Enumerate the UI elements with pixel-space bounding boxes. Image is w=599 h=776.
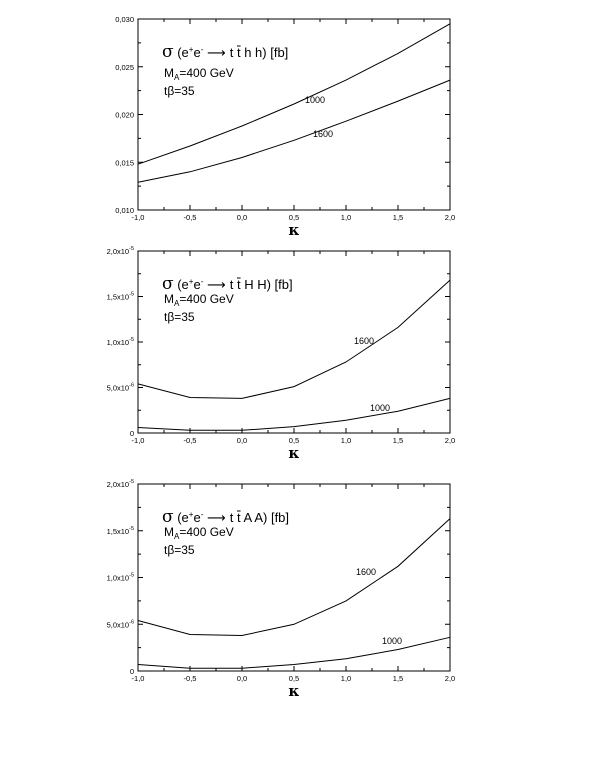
y-tick-label: 0: [130, 429, 134, 438]
x-tick-label: -0,5: [184, 674, 197, 683]
series-line-1000: [137, 636, 451, 669]
y-tick-label: 0,030: [115, 15, 134, 24]
chart-title: σ (e+e- ⟶ t t H H) [fb]: [162, 274, 293, 294]
chart-title: σ (e+e- ⟶ t t h h) [fb]: [162, 42, 288, 62]
y-tick-label: 0,015: [115, 158, 134, 167]
x-tick-label: 1,5: [393, 436, 403, 445]
tan-beta-label: tβ=35: [164, 543, 195, 557]
series-label-1000: 1000: [305, 95, 325, 105]
y-tick-label: 0: [130, 667, 134, 676]
series-label-1600: 1600: [356, 567, 376, 577]
x-tick-label: 0,5: [289, 213, 299, 222]
x-tick-label: 0,5: [289, 436, 299, 445]
mass-label: MA=400 GeV: [164, 525, 234, 541]
chart-panel-3: -1,0 -0,5 0,0 0,5 1,0 1,5 2,0 0 5,0x10-6 1,0x10-5…: [107, 479, 456, 700]
y-tick-label: 0,010: [115, 206, 134, 215]
y-tick-label: 2,0x10-5: [107, 479, 134, 489]
y-tick-label: 1,0x10-5: [107, 573, 134, 583]
series-label-1000: 1000: [370, 403, 390, 413]
mass-label: MA=400 GeV: [164, 292, 234, 308]
x-tick-label: -1,0: [132, 674, 145, 683]
x-tick-label: 1,5: [393, 674, 403, 683]
x-tick-label: -1,0: [132, 436, 145, 445]
mass-label: MA=400 GeV: [164, 66, 234, 82]
series-label-1600: 1600: [313, 129, 333, 139]
x-tick-label: 0,0: [237, 436, 247, 445]
y-tick-label: 1,5x10-5: [107, 292, 134, 302]
chart-panel-1: -1,0 -0,5 0,0 0,5 1,0 1,5 2,0 0,010 0,015 0,020 0,…: [115, 15, 455, 239]
x-tick-label: 2,0: [445, 213, 455, 222]
chart-title: σ (e+e- ⟶ t t A A) [fb]: [162, 507, 289, 527]
x-axis-label: κ: [288, 682, 299, 700]
chart-panel-2: -1,0 -0,5 0,0 0,5 1,0 1,5 2,0 0 5,0x10-6 1,0x10-5…: [107, 246, 456, 462]
series-label-1000: 1000: [382, 636, 402, 646]
x-tick-label: 1,5: [393, 213, 403, 222]
series-line-1600: [137, 518, 451, 637]
x-tick-label: 0,0: [237, 213, 247, 222]
y-tick-label: 5,0x10-6: [107, 383, 134, 393]
x-tick-label: -0,5: [184, 213, 197, 222]
y-tick-label: 5,0x10-6: [107, 619, 134, 629]
series-label-1600: 1600: [354, 336, 374, 346]
x-tick-label: 1,0: [341, 213, 351, 222]
x-tick-label: 1,0: [341, 436, 351, 445]
x-axis-label: κ: [288, 221, 299, 239]
x-tick-label: 0,0: [237, 674, 247, 683]
x-tick-label: -0,5: [184, 436, 197, 445]
x-tick-label: 2,0: [445, 436, 455, 445]
y-tick-label: 0,020: [115, 111, 134, 120]
x-tick-label: -1,0: [132, 213, 145, 222]
series-line-1000: [137, 397, 451, 431]
x-tick-label: 0,5: [289, 674, 299, 683]
y-tick-label: 0,025: [115, 63, 134, 72]
y-tick-label: 1,0x10-5: [107, 337, 134, 347]
x-axis-label: κ: [288, 444, 299, 462]
series-line-1600: [137, 279, 451, 399]
y-tick-label: 1,5x10-5: [107, 526, 134, 536]
tan-beta-label: tβ=35: [164, 84, 195, 98]
y-tick-label: 2,0x10-5: [107, 246, 134, 256]
x-tick-label: 1,0: [341, 674, 351, 683]
tan-beta-label: tβ=35: [164, 310, 195, 324]
x-tick-label: 2,0: [445, 674, 455, 683]
